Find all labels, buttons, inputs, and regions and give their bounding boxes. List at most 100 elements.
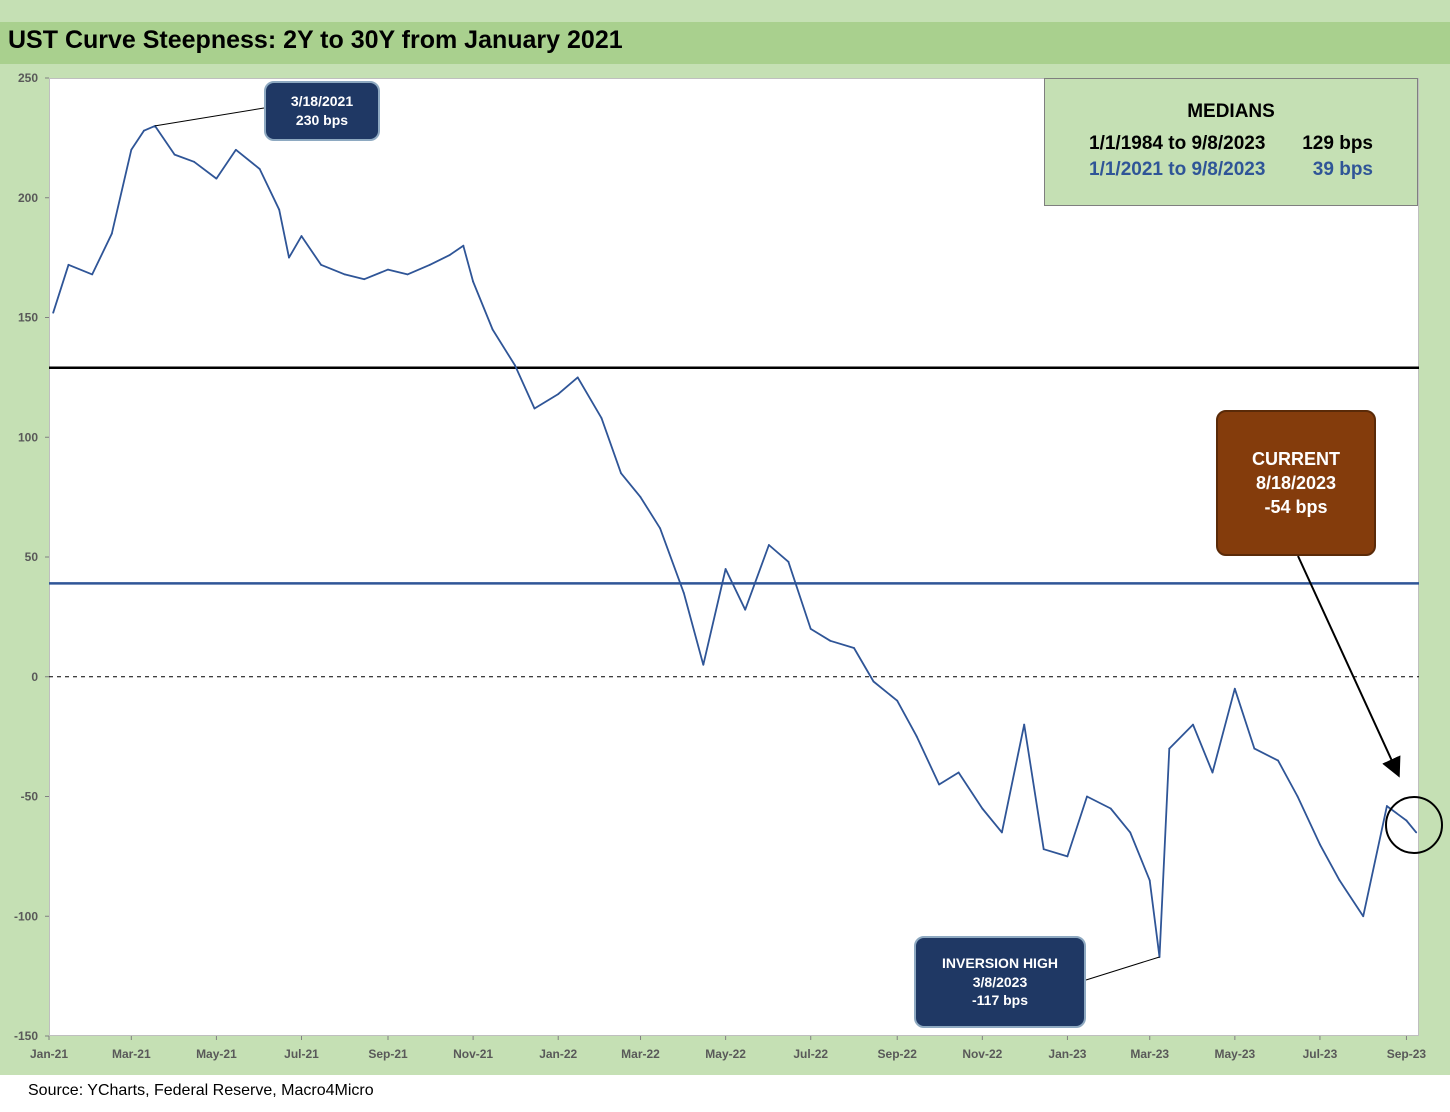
data-point <box>1253 747 1256 750</box>
data-point <box>1168 747 1171 750</box>
y-tick-label: -100 <box>14 909 38 923</box>
x-tick-label: Sep-21 <box>368 1047 408 1061</box>
medians-box: MEDIANS 1/1/1984 to 9/8/2023 129 bps 1/1… <box>1044 78 1418 206</box>
data-point <box>1338 879 1341 882</box>
data-point <box>576 376 579 379</box>
median-long-range: 1/1/1984 to 9/8/2023 <box>1089 133 1266 154</box>
data-point <box>215 177 218 180</box>
data-point <box>1415 831 1418 834</box>
data-point <box>872 680 875 683</box>
data-point <box>278 208 281 211</box>
x-tick-label: May-22 <box>705 1047 746 1061</box>
data-point <box>744 608 747 611</box>
y-tick-label: 150 <box>18 311 38 325</box>
current-value: -54 bps <box>1264 497 1328 518</box>
data-point <box>320 263 322 266</box>
data-point <box>1405 819 1408 822</box>
data-point <box>387 268 389 271</box>
x-tick-label: Jul-23 <box>1303 1047 1338 1061</box>
data-point <box>363 278 366 281</box>
data-point <box>406 273 409 276</box>
inversion-connector <box>1085 956 1160 981</box>
data-point <box>1211 771 1214 774</box>
data-point <box>130 148 133 151</box>
data-point <box>1233 687 1236 690</box>
medians-heading: MEDIANS <box>1187 101 1275 122</box>
data-point <box>288 256 290 259</box>
peak-date: 3/18/2021 <box>290 93 354 110</box>
data-point <box>981 807 984 810</box>
data-point <box>1148 879 1151 882</box>
data-point <box>448 254 451 257</box>
data-point <box>1296 795 1299 798</box>
reference-lines <box>49 366 1419 678</box>
data-point <box>67 263 70 266</box>
x-tick-label: Mar-23 <box>1130 1047 1169 1061</box>
data-point <box>1109 807 1112 810</box>
data-point <box>533 407 536 410</box>
data-point <box>343 273 346 276</box>
data-point <box>193 160 195 163</box>
data-point <box>173 153 176 156</box>
data-point <box>682 592 685 594</box>
current-date: 8/18/2023 <box>1255 472 1337 493</box>
current-arrow <box>1297 555 1401 778</box>
data-point <box>1066 855 1069 858</box>
x-tick-label: May-23 <box>1215 1047 1256 1061</box>
x-tick-label: Nov-22 <box>962 1047 1002 1061</box>
current-annotation: CURRENT 8/18/2023 -54 bps <box>1216 410 1376 556</box>
data-point <box>639 496 642 499</box>
data-point <box>472 280 475 283</box>
x-tick-label: Jan-22 <box>539 1047 577 1061</box>
annotation-connectors <box>154 107 1443 981</box>
inversion-annotation: INVERSION HIGH 3/8/2023 -117 bps <box>914 936 1086 1028</box>
source-note: Source: YCharts, Federal Reserve, Macro4… <box>28 1082 374 1099</box>
y-tick-label: 50 <box>25 550 39 564</box>
y-tick-label: -50 <box>21 790 39 804</box>
plot-area <box>49 78 1419 1036</box>
data-point <box>428 263 431 266</box>
x-axis: Jan-21 Mar-21 May-21 Jul-21 Sep-21 Nov-21 Jan-… <box>30 1036 1426 1061</box>
data-point <box>957 771 960 774</box>
data-point <box>1086 795 1088 798</box>
data-point <box>52 311 55 314</box>
data-point <box>258 168 261 170</box>
data-point <box>938 783 940 786</box>
data-point <box>1386 805 1388 807</box>
peak-connector <box>154 107 265 127</box>
series-layer <box>52 125 1418 958</box>
data-point <box>853 647 855 649</box>
data-point <box>557 393 560 396</box>
median-short-value: 39 bps <box>1312 159 1373 180</box>
data-point <box>620 472 622 475</box>
inversion-date: 3/8/2023 <box>972 973 1028 990</box>
y-tick-label: -150 <box>14 1029 38 1043</box>
data-point <box>1000 831 1003 834</box>
y-axis: 250 200 150 100 50 0 -50 -100 -150 <box>14 71 49 1043</box>
data-point <box>896 699 899 702</box>
data-point <box>142 129 145 132</box>
data-point <box>1277 759 1279 762</box>
x-tick-label: Jul-22 <box>793 1047 828 1061</box>
data-point <box>787 560 790 563</box>
curve-steepness-line <box>52 125 1417 958</box>
data-point <box>110 232 113 235</box>
x-tick-label: May-21 <box>196 1047 237 1061</box>
y-tick-label: 200 <box>18 191 38 205</box>
data-point <box>600 417 603 419</box>
y-tick-label: 250 <box>18 71 38 85</box>
inversion-value: -117 bps <box>971 992 1029 1009</box>
x-tick-label: Jan-23 <box>1048 1047 1086 1061</box>
data-point <box>767 544 770 546</box>
data-point <box>829 639 832 642</box>
data-point <box>514 364 516 367</box>
x-tick-label: Mar-21 <box>112 1047 151 1061</box>
data-point <box>1192 723 1194 726</box>
data-point <box>1362 915 1365 918</box>
data-point <box>659 527 661 530</box>
x-tick-label: Sep-22 <box>878 1047 918 1061</box>
data-point <box>91 273 94 276</box>
peak-annotation: 3/18/2021 230 bps <box>264 81 380 141</box>
data-point <box>1319 843 1321 846</box>
